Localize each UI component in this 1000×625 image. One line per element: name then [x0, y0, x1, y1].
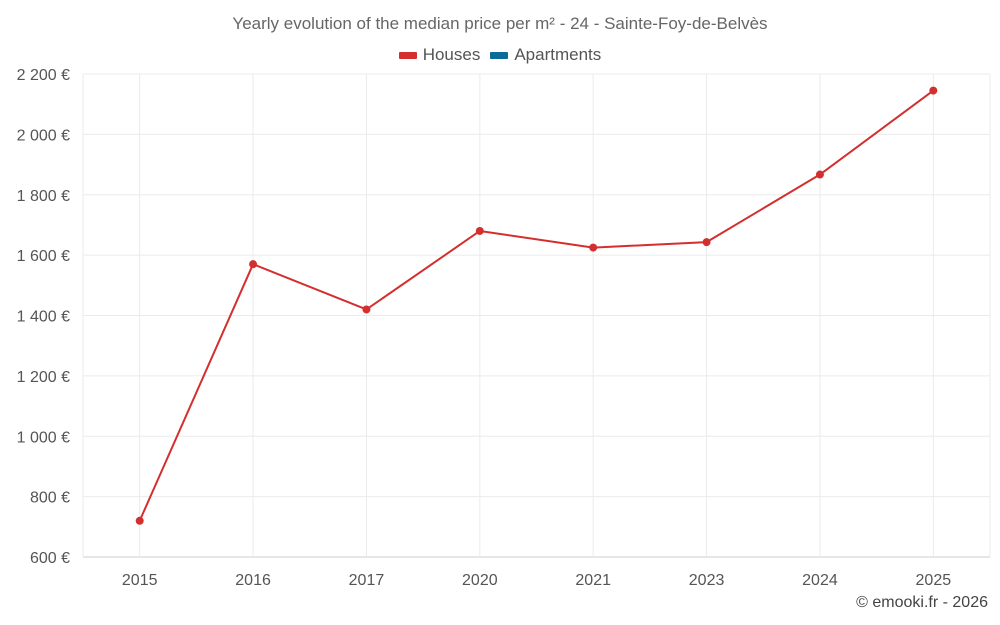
data-point-houses: [815, 170, 824, 179]
x-tick-label: 2024: [802, 572, 838, 589]
chart-title: Yearly evolution of the median price per…: [232, 14, 768, 33]
legend-item-apartments[interactable]: Apartments: [490, 45, 601, 65]
data-point-houses: [589, 243, 598, 252]
data-point-houses: [362, 305, 371, 314]
legend-swatch-houses: [398, 51, 417, 59]
y-tick-label: 1 600 €: [17, 248, 70, 265]
y-tick-label: 600 €: [30, 550, 70, 567]
series-line-houses: [138, 89, 934, 522]
legend-item-houses[interactable]: Houses: [398, 45, 481, 65]
data-point-houses: [475, 226, 484, 235]
x-tick-label: 2016: [235, 572, 271, 589]
credit-text: © emooki.fr - 2026: [856, 594, 988, 611]
x-tick-label: 2017: [349, 572, 385, 589]
legend-label-apartments: Apartments: [514, 45, 602, 64]
x-tick-label: 2020: [462, 572, 498, 589]
y-tick-label: 1 000 €: [17, 429, 70, 446]
y-tick-label: 2 200 €: [17, 67, 70, 84]
x-tick-label: 2021: [575, 572, 611, 589]
y-tick-label: 1 200 €: [17, 369, 70, 386]
y-tick-label: 2 000 €: [17, 127, 70, 144]
y-tick-label: 1 400 €: [17, 309, 70, 326]
legend-swatch-apartments: [490, 51, 509, 59]
data-point-houses: [249, 260, 258, 269]
y-tick-label: 1 800 €: [17, 188, 70, 205]
data-point-houses: [135, 516, 144, 525]
x-tick-label: 2023: [689, 572, 725, 589]
x-tick-label: 2015: [122, 572, 158, 589]
y-tick-label: 800 €: [30, 490, 70, 507]
data-point-houses: [929, 86, 938, 95]
x-tick-label: 2025: [916, 572, 952, 589]
data-point-houses: [702, 238, 711, 247]
legend-label-houses: Houses: [422, 45, 481, 64]
legend: Houses Apartments: [0, 45, 1000, 65]
